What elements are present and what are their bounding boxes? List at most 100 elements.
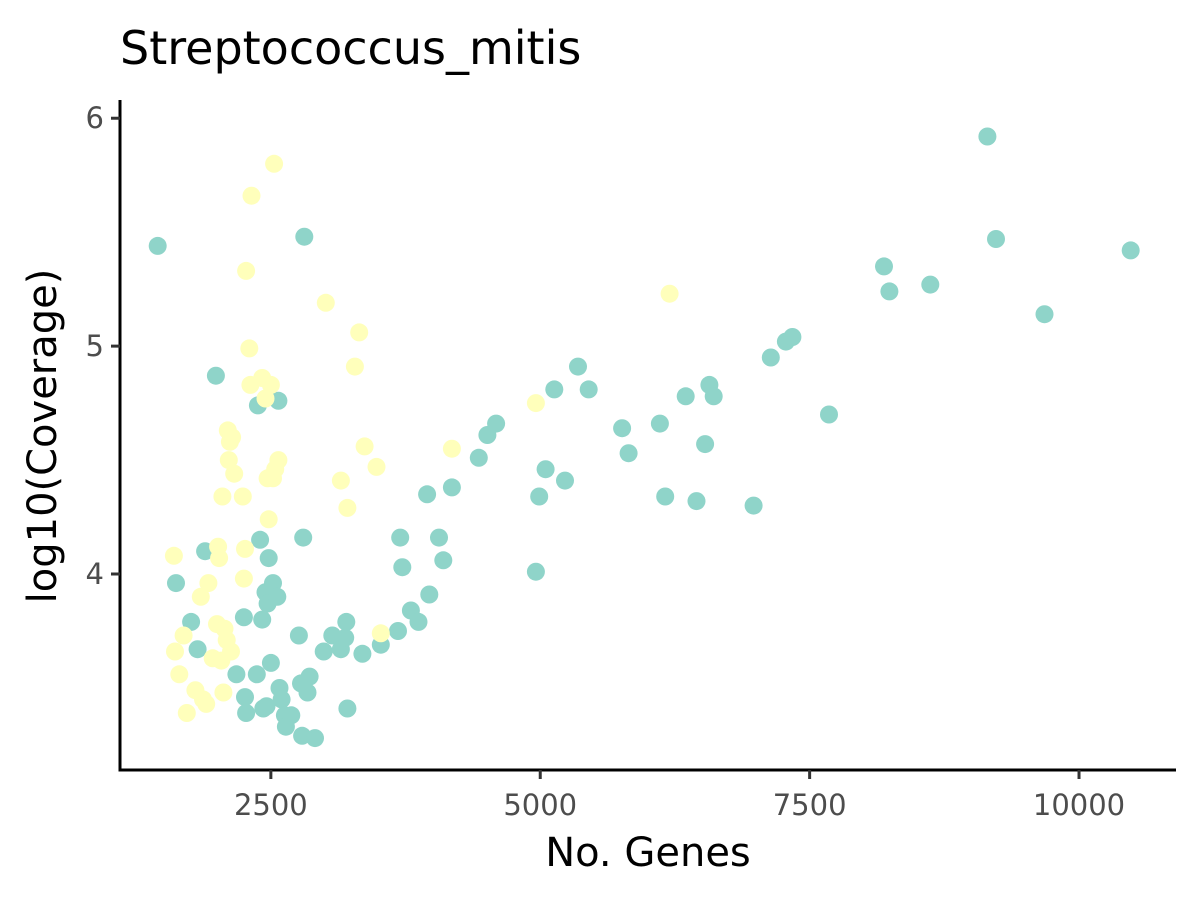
y-tick-label-2: 6 — [86, 101, 104, 135]
point-s1-22 — [222, 642, 240, 661]
point-s1-0 — [164, 546, 183, 565]
point-s1-43 — [338, 498, 357, 517]
point-s0-57 — [526, 562, 545, 581]
point-s1-20 — [219, 451, 238, 470]
point-s0-7 — [234, 608, 253, 627]
point-s0-58 — [530, 487, 549, 506]
point-s0-81 — [978, 127, 997, 146]
point-s0-33 — [298, 683, 317, 702]
point-s0-5 — [206, 366, 225, 385]
point-s0-45 — [391, 528, 410, 547]
point-s0-31 — [294, 528, 313, 547]
point-s0-2 — [182, 612, 201, 631]
point-s0-12 — [251, 530, 270, 549]
point-s0-84 — [1121, 241, 1140, 260]
point-s0-49 — [418, 485, 437, 504]
point-s0-82 — [987, 230, 1005, 248]
point-s0-65 — [619, 444, 638, 463]
point-s0-21 — [268, 587, 287, 606]
point-s1-24 — [225, 464, 244, 483]
point-s0-72 — [704, 387, 723, 406]
point-s0-51 — [430, 528, 448, 547]
point-s1-15 — [213, 487, 232, 506]
point-s1-36 — [261, 375, 280, 394]
y-tick-label-1: 5 — [86, 329, 104, 363]
point-s1-42 — [331, 471, 350, 490]
point-s1-25 — [233, 487, 252, 506]
point-s0-1 — [167, 574, 185, 593]
point-s0-28 — [289, 626, 308, 645]
point-s1-49 — [442, 439, 461, 458]
point-s1-47 — [367, 457, 386, 476]
point-s0-62 — [569, 357, 587, 376]
point-s0-67 — [656, 487, 675, 506]
point-s0-9 — [237, 704, 256, 722]
point-s0-46 — [393, 558, 412, 577]
point-s0-35 — [306, 729, 324, 748]
point-s1-29 — [240, 339, 259, 358]
point-s0-34 — [300, 667, 319, 686]
point-s0-16 — [257, 697, 276, 716]
y-tick-label-0: 4 — [86, 557, 104, 591]
point-s0-39 — [336, 628, 355, 647]
point-s1-26 — [234, 569, 253, 588]
point-s0-8 — [236, 688, 254, 707]
point-s1-28 — [237, 261, 256, 280]
point-s0-61 — [556, 471, 574, 490]
point-s0-63 — [579, 380, 598, 399]
point-s0-27 — [282, 706, 301, 725]
point-s1-1 — [166, 642, 184, 661]
point-s0-60 — [545, 380, 564, 399]
point-s0-52 — [434, 551, 453, 570]
point-s0-77 — [820, 405, 838, 424]
point-s1-50 — [526, 394, 545, 413]
point-s0-48 — [409, 612, 428, 631]
point-s1-51 — [660, 284, 679, 303]
points-layer — [148, 127, 1140, 748]
point-s0-42 — [353, 644, 372, 663]
point-s0-54 — [469, 448, 488, 467]
point-s1-6 — [191, 587, 210, 606]
x-tick-label-0: 2500 — [234, 788, 308, 822]
x-axis-title: No. Genes — [545, 830, 751, 876]
x-axis-ticks: 2500 5000 7500 10000 — [234, 770, 1125, 822]
point-s0-24 — [272, 690, 291, 709]
point-s0-40 — [337, 612, 356, 631]
point-s0-56 — [487, 414, 506, 433]
point-s0-36 — [314, 642, 333, 661]
point-s1-41 — [316, 293, 335, 312]
point-s0-69 — [687, 492, 706, 511]
point-s0-6 — [227, 665, 246, 684]
point-s1-33 — [256, 389, 275, 408]
point-s0-59 — [536, 460, 555, 479]
point-s1-8 — [197, 694, 216, 713]
point-s0-66 — [650, 414, 669, 433]
point-s0-19 — [261, 653, 280, 672]
y-axis-ticks: 4 5 6 — [86, 101, 120, 591]
point-s0-41 — [338, 699, 357, 718]
point-s0-50 — [420, 585, 439, 604]
point-s0-13 — [253, 610, 272, 629]
point-s1-31 — [242, 186, 261, 205]
point-s0-64 — [613, 419, 632, 438]
point-s0-78 — [875, 257, 893, 276]
point-s1-45 — [350, 323, 369, 342]
point-s0-20 — [264, 574, 282, 593]
point-s1-48 — [371, 624, 390, 643]
point-s1-44 — [345, 357, 364, 376]
chart-title: Streptococcus_mitis — [120, 21, 581, 75]
point-s0-79 — [880, 282, 899, 301]
point-s0-68 — [676, 387, 695, 406]
point-s0-32 — [295, 227, 314, 246]
point-s1-13 — [210, 549, 229, 568]
point-s0-76 — [783, 328, 802, 346]
point-s1-9 — [199, 574, 218, 593]
x-tick-label-2: 7500 — [773, 788, 847, 822]
point-s0-80 — [921, 275, 940, 294]
point-s1-23 — [223, 428, 242, 447]
x-tick-label-3: 10000 — [1033, 788, 1125, 822]
y-axis-title: log10(Coverage) — [20, 269, 66, 604]
point-s0-53 — [442, 478, 461, 497]
point-s1-27 — [236, 539, 254, 558]
